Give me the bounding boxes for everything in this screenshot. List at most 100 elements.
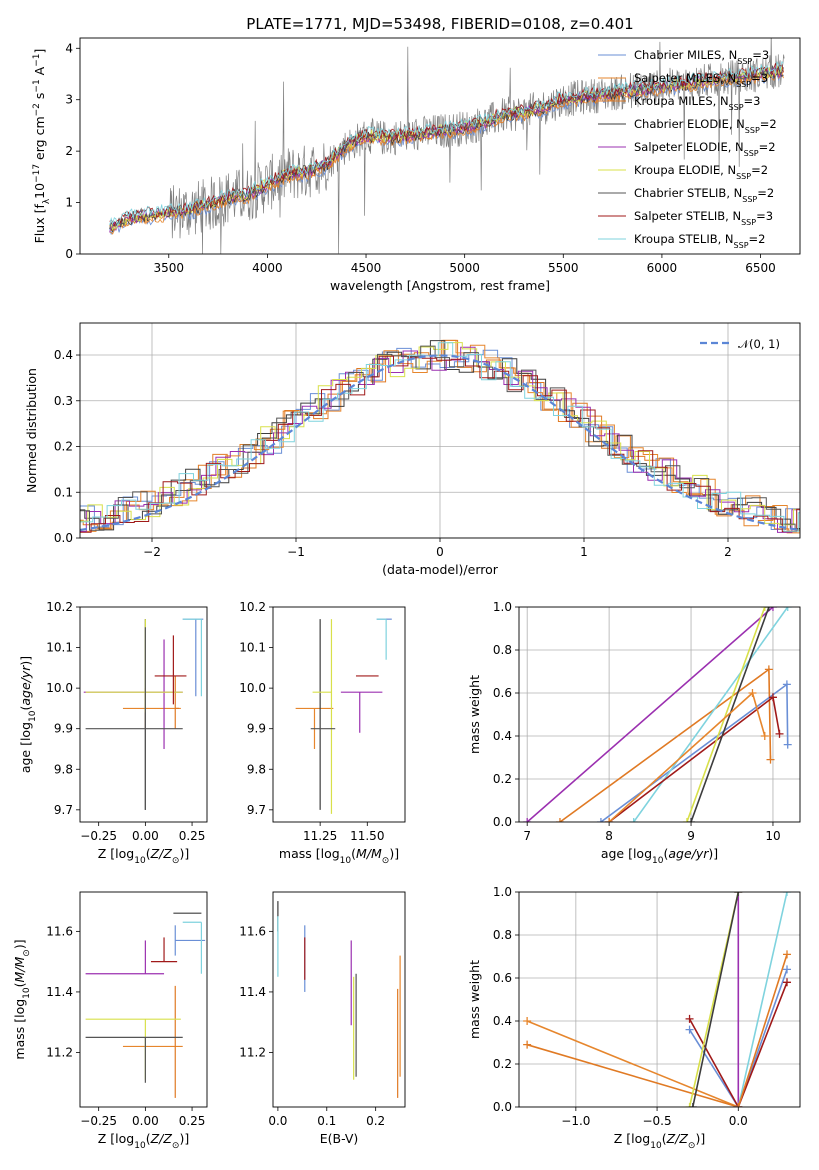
- legend-label: Chabrier STELIB, NSSP=2: [634, 186, 774, 204]
- y-tick-label: 4: [65, 41, 73, 55]
- x-tick-label: 0.25: [179, 829, 206, 843]
- x-axis-label-part: 10: [340, 856, 352, 866]
- mass-weight-marker: [783, 950, 792, 959]
- spectrum-model-line: [109, 67, 784, 234]
- x-axis-label-part: E(B-V): [320, 1131, 359, 1146]
- y-tick-label: 0.6: [493, 971, 512, 985]
- x-axis-label-part: Z/Z: [150, 846, 173, 861]
- legend-label-sub: SSP: [744, 149, 759, 158]
- x-axis-label-part: Z/Z: [666, 1131, 689, 1146]
- x-axis-label-part: mass [log: [279, 846, 340, 861]
- mass-weight-marker: [523, 1040, 532, 1049]
- y-tick-label: 0.2: [54, 440, 73, 454]
- legend-label: Kroupa MILES, NSSP=3: [634, 94, 760, 112]
- y-tick-label: 1.0: [493, 885, 512, 899]
- mass-weight-marker: [523, 818, 532, 822]
- y-tick-label: 9.7: [54, 803, 73, 817]
- y-tick-label: 11.2: [239, 1045, 266, 1059]
- y-tick-label: 0.8: [493, 928, 512, 942]
- x-tick-label: 7: [523, 829, 531, 843]
- x-tick-label: −2: [143, 545, 161, 559]
- plot-area: [80, 323, 800, 538]
- y-tick-label: 2: [65, 144, 73, 158]
- x-axis-label-part: age/yr: [668, 846, 709, 861]
- legend-label-tail: =2: [757, 186, 774, 200]
- legend-label: Chabrier MILES, NSSP=3: [634, 48, 769, 66]
- y-tick-label: 11.4: [239, 985, 266, 999]
- axes-frame: [79, 891, 208, 1108]
- axes-frame: [79, 606, 208, 823]
- y-tick-label: 0.0: [493, 815, 512, 829]
- legend-label-main: Salpeter STELIB, N: [634, 209, 741, 223]
- x-axis-label-part: age [log: [601, 846, 652, 861]
- y-axis-label-part: Normed distribution: [24, 368, 39, 493]
- mass-weight-line: [559, 667, 772, 822]
- y-axis-label-part: M/M: [12, 956, 27, 982]
- axes-frame: [518, 891, 801, 1108]
- x-tick-label: 0.00: [132, 829, 159, 843]
- x-tick-label: −1: [287, 545, 305, 559]
- legend-label-tail: =3: [752, 48, 769, 62]
- x-axis-label-part: Z [log: [98, 846, 134, 861]
- x-axis-label-part: (: [663, 846, 668, 861]
- x-axis-label: Z [log10(Z/Z⊙)]: [98, 1131, 189, 1151]
- mass-weight-marker: [783, 740, 792, 749]
- x-tick-label: 5500: [548, 261, 579, 275]
- spectrum-model-line: [109, 60, 784, 227]
- legend-label-sub: SSP: [737, 57, 752, 66]
- x-tick-label: −0.25: [80, 829, 117, 843]
- legend-label: Salpeter STELIB, NSSP=3: [634, 209, 773, 227]
- y-axis-label-part: (: [12, 982, 27, 987]
- x-axis-label-part: 10: [134, 856, 146, 866]
- legend-label: Salpeter ELODIE, NSSP=2: [634, 140, 776, 158]
- mass-weight-marker: [760, 607, 769, 611]
- y-tick-label: 10.0: [46, 681, 73, 695]
- legend-label-main: Kroupa ELODIE, N: [634, 163, 736, 177]
- x-axis-label-part: ⊙: [382, 856, 390, 866]
- y-tick-label: 11.6: [239, 924, 266, 938]
- mass-weight-line: [692, 892, 740, 1107]
- mass-weight-marker: [629, 818, 638, 822]
- x-axis-label: age [log10(age/yr)]: [601, 846, 718, 866]
- x-axis-label-part: Z [log: [98, 1131, 134, 1146]
- mass-weight-marker: [783, 965, 792, 974]
- y-axis-label-part: 10: [32, 183, 47, 199]
- x-axis-label-part: Z [log: [614, 1131, 650, 1146]
- y-axis-label-part: −17: [32, 164, 42, 183]
- legend-label-sub: SSP: [736, 80, 751, 89]
- y-axis-label-part: −2: [32, 103, 42, 116]
- legend-label-tail: =2: [749, 232, 766, 246]
- legend-label-sub: SSP: [745, 126, 760, 135]
- x-tick-label: 6500: [745, 261, 776, 275]
- x-tick-label: 9: [687, 829, 695, 843]
- x-axis-label-part: ⊙: [172, 856, 180, 866]
- plot-area: [295, 618, 392, 814]
- axes-residual-distribution: −2 −1 0 1 2 0.0 0.1 0.2 0.3 0.4 (data-model)/error…: [24, 322, 801, 577]
- y-tick-label: 9.7: [247, 803, 266, 817]
- y-tick-label: 9.8: [54, 762, 73, 776]
- x-tick-label: 0.1: [317, 1114, 336, 1128]
- residual-histogram: [80, 346, 800, 533]
- x-axis-label: mass [log10(M/M⊙)]: [279, 846, 399, 866]
- x-tick-label: −0.25: [80, 1114, 117, 1128]
- legend-label: Kroupa STELIB, NSSP=2: [634, 232, 765, 250]
- y-tick-label: 0.4: [493, 1014, 512, 1028]
- x-tick-label: 0: [436, 545, 444, 559]
- legend-label-main: Chabrier ELODIE, N: [634, 117, 745, 131]
- mass-weight-line: [690, 607, 770, 822]
- y-tick-label: 11.4: [46, 985, 73, 999]
- x-tick-label: 0.0: [729, 1114, 748, 1128]
- mass-weight-marker: [760, 732, 769, 740]
- x-axis-label-part: (: [662, 1131, 667, 1146]
- x-axis-label-part: )]: [708, 846, 718, 861]
- y-axis-label-part: )]: [12, 939, 27, 949]
- x-tick-label: 4000: [252, 261, 283, 275]
- y-axis-label-part: )]: [18, 656, 33, 666]
- y-tick-label: 0.0: [54, 531, 73, 545]
- x-tick-label: 0.25: [179, 1114, 206, 1128]
- axes-mass-vs-ebv: 0.0 0.1 0.2 11.2 11.4 11.6 E(B-V): [239, 891, 406, 1146]
- x-axis-label-part: )]: [179, 846, 189, 861]
